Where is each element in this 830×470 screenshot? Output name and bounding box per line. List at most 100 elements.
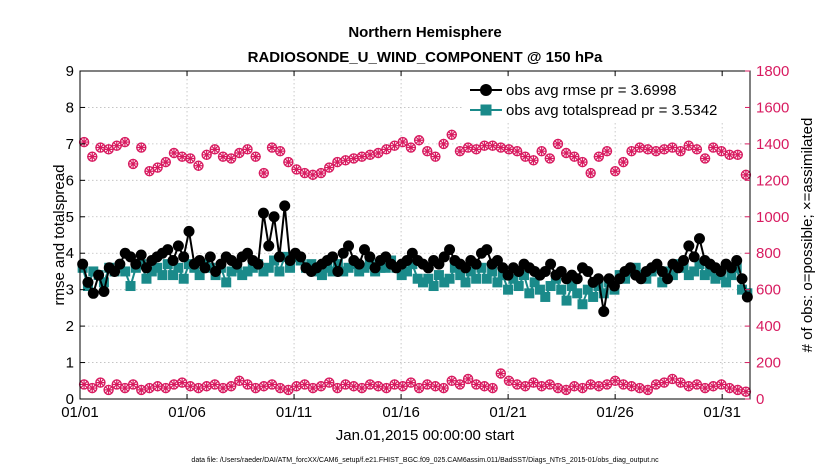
obs-possible-point-cross — [258, 168, 269, 179]
obs-assimilated-point-cross — [267, 379, 278, 390]
spread-point — [263, 262, 274, 273]
obs-assimilated-point-cross — [258, 381, 269, 392]
obs-possible-point-cross — [569, 151, 580, 162]
obs-possible-point — [258, 167, 270, 179]
obs-assimilated-point-cross — [356, 383, 367, 394]
obs-possible-point-cross — [651, 146, 662, 157]
obs-possible-point — [119, 136, 131, 148]
obs-assimilated-point-cross — [414, 383, 425, 394]
obs-possible-point — [618, 156, 629, 168]
obs-assimilated-point-cross — [569, 381, 580, 392]
obs-possible-point — [152, 162, 163, 173]
rmse-point — [295, 251, 307, 263]
rmse-point — [178, 251, 190, 263]
obs-assimilated-point-cross — [716, 379, 727, 390]
rmse-point — [231, 258, 243, 270]
rmse-point — [460, 262, 472, 274]
rmse-point — [406, 247, 418, 259]
obs-possible-point-cross — [275, 146, 286, 157]
rmse-point — [337, 247, 349, 259]
rmse-point — [167, 255, 179, 267]
obs-possible-point — [699, 153, 711, 164]
obs-assimilated-point-cross — [168, 379, 179, 390]
obs-assimilated-point-cross — [389, 379, 400, 390]
spread-point — [481, 273, 492, 284]
obs-assimilated-point-cross — [732, 384, 743, 395]
y-tick-label: 6 — [66, 172, 74, 189]
obs-possible-point — [577, 156, 588, 168]
obs-possible-point — [283, 156, 294, 168]
rmse-point — [614, 273, 626, 285]
obs-possible-point — [585, 167, 596, 179]
obs-possible-point — [593, 151, 605, 162]
rmse-point — [87, 287, 99, 299]
y-tick-label: 8 — [66, 99, 74, 116]
rmse-point — [162, 244, 174, 256]
obs-possible-point-cross — [267, 142, 278, 153]
x-tick-label: 01/31 — [703, 404, 741, 421]
legend-rmse-label: obs avg rmse pr = 3.6998 — [506, 82, 677, 99]
obs-assimilated-point-cross — [340, 379, 351, 390]
obs-possible-point-cross — [708, 142, 719, 153]
obs-possible-point — [536, 145, 547, 157]
obs-assimilated-point-cross — [585, 379, 596, 390]
obs-possible-point-cross — [168, 148, 179, 158]
obs-possible-point-cross — [520, 151, 531, 162]
obs-possible-point — [397, 136, 408, 148]
obs-possible-point-cross — [365, 149, 376, 160]
obs-possible-point-cross — [283, 157, 294, 168]
obs-possible-point-cross — [602, 146, 613, 157]
spread-point — [316, 270, 327, 281]
obs-possible-point-cross — [700, 153, 711, 164]
rmse-point — [555, 265, 567, 277]
obs-possible-point-cross — [675, 146, 686, 157]
obs-assimilated-point-cross — [397, 381, 408, 392]
rmse-point — [353, 258, 365, 270]
obs-assimilated-point — [487, 382, 498, 394]
obs-possible-point-cross — [683, 140, 694, 151]
obs-assimilated-point — [324, 377, 335, 388]
legend-spread-sample — [470, 104, 502, 116]
obs-assimilated-point-cross — [119, 383, 130, 394]
obs-assimilated-point-cross — [95, 377, 106, 388]
rmse-point — [268, 211, 280, 223]
rmse-point — [598, 306, 610, 318]
obs-assimilated-point-cross — [128, 379, 139, 390]
obs-assimilated-point-cross — [740, 386, 751, 397]
obs-possible-point — [569, 151, 580, 162]
y2-tick-label: 1400 — [756, 136, 789, 153]
obs-possible-point — [242, 144, 253, 155]
rmse-point — [693, 233, 705, 245]
obs-possible-point — [691, 144, 703, 155]
obs-possible-point — [127, 158, 139, 170]
legend-spread-marker — [480, 104, 492, 116]
obs-possible-point — [438, 138, 449, 150]
spread-point — [173, 262, 184, 273]
obs-possible-point-cross — [307, 169, 318, 180]
x-tick-label: 01/11 — [276, 404, 312, 421]
chart-subtitle: RADIOSONDE_U_WIND_COMPONENT @ 150 hPa — [248, 49, 603, 66]
rmse-point — [444, 244, 456, 256]
obs-possible-point — [193, 160, 204, 171]
data-file-footnote: data file: /Users/raeder/DAI/ATM_forcXX/… — [191, 457, 659, 464]
obs-possible-point-cross — [316, 168, 327, 179]
obs-assimilated-point-cross — [136, 384, 147, 395]
obs-possible-point-cross — [299, 168, 310, 179]
obs-assimilated-point-cross — [602, 379, 613, 390]
legend: obs avg rmse pr = 3.6998 obs avg totalsp… — [462, 77, 745, 121]
legend-box — [462, 77, 745, 121]
obs-assimilated-point-cross — [381, 383, 392, 394]
obs-possible-point — [209, 144, 221, 155]
obs-assimilated-point-cross — [430, 381, 441, 392]
obs-assimilated-point-cross — [275, 383, 286, 394]
y2-tick-label: 1600 — [756, 99, 789, 116]
obs-assimilated-point-cross — [242, 379, 253, 390]
y-tick-label: 7 — [66, 136, 74, 153]
obs-assimilated-point-cross — [422, 379, 433, 390]
spread-point — [588, 291, 599, 302]
rmse-point — [380, 251, 392, 263]
rmse-point — [215, 258, 227, 270]
rmse-point — [422, 262, 434, 274]
spread-point — [178, 273, 189, 284]
obs-assimilated-point-cross — [185, 381, 196, 392]
